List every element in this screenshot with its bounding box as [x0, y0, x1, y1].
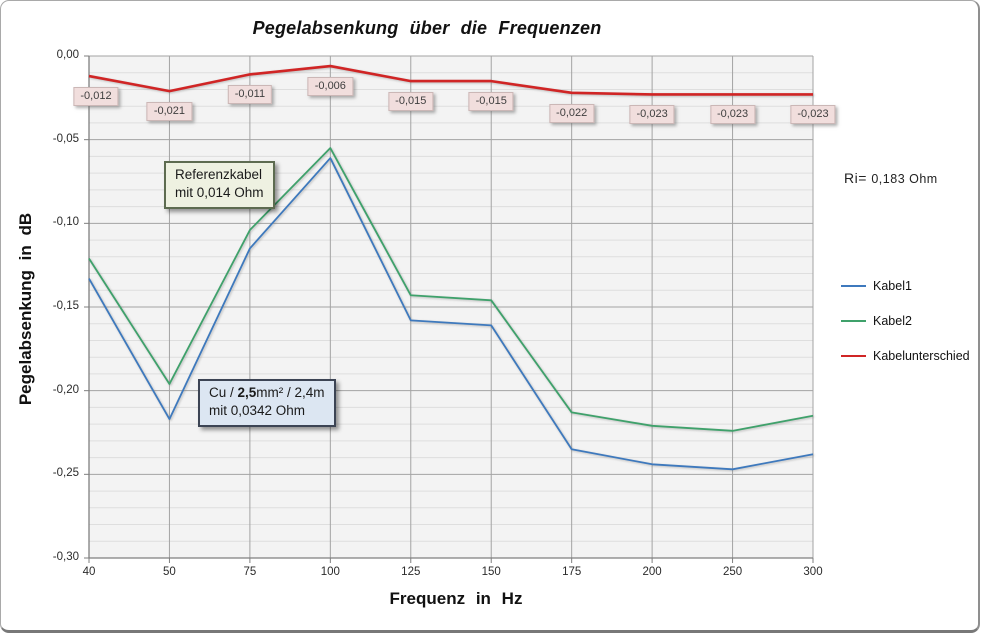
x-tick-label: 125 [401, 566, 421, 578]
x-tick-label: 200 [642, 566, 662, 578]
x-tick-label: 40 [82, 566, 96, 578]
x-tick-label: 300 [803, 566, 823, 578]
data-label: -0,015 [388, 92, 434, 112]
y-tick-label: -0,20 [52, 383, 79, 396]
x-tick-label: 50 [163, 566, 176, 578]
annotation-referenzkabel: Referenzkabel mit 0,014 Ohm [164, 161, 275, 209]
ri-prefix: Ri= [844, 170, 867, 186]
x-axis-title: Frequenz in Hz [389, 589, 523, 608]
y-tick-label: 0,00 [56, 49, 79, 61]
annotation-line: mit 0,0342 Ohm [209, 403, 306, 418]
legend-label: Kabelunterschied [873, 349, 970, 363]
legend: Kabel1 Kabel2 Kabelunterschied [841, 278, 970, 383]
y-tick-label: -0,10 [52, 216, 79, 229]
annotation-cu-kabel: Cu / 2,5mm² / 2,4m mit 0,0342 Ohm [198, 379, 336, 427]
data-label: -0,023 [709, 105, 756, 125]
legend-line-swatch [841, 355, 866, 357]
x-tick-label: 150 [481, 566, 501, 578]
y-tick-label: -0,15 [52, 300, 79, 312]
data-label: -0,015 [468, 92, 514, 112]
x-tick-label: 175 [562, 566, 582, 578]
y-tick-label: -0,25 [52, 467, 79, 480]
ri-value-label: Ri= 0,183 Ohm [844, 170, 938, 188]
chart-title: Pegelabsenkung über die Frequenzen [252, 18, 602, 38]
legend-line-swatch [841, 285, 866, 287]
data-label: -0,023 [629, 105, 675, 125]
y-tick-label: -0,30 [52, 551, 79, 563]
annotation-line: Referenzkabel [175, 167, 263, 182]
annotation-line: Cu / 2,5mm² / 2,4m [209, 385, 325, 400]
annotation-line: mit 0,014 Ohm [175, 185, 264, 200]
data-label: -0,023 [790, 105, 836, 125]
legend-item-kabel2: Kabel2 [841, 313, 970, 329]
legend-label: Kabel2 [873, 314, 912, 328]
x-tick-label: 250 [722, 566, 743, 578]
y-tick-label: -0,05 [52, 132, 79, 145]
data-label: -0,022 [549, 103, 595, 123]
legend-label: Kabel1 [873, 279, 912, 293]
data-label: -0,011 [227, 85, 273, 105]
legend-item-kabel1: Kabel1 [841, 278, 970, 294]
x-tick-label: 75 [243, 566, 257, 578]
data-label: -0,021 [146, 102, 193, 122]
ri-value: 0,183 Ohm [871, 172, 938, 186]
legend-line-swatch [841, 320, 866, 322]
data-label: -0,006 [307, 77, 353, 97]
legend-item-kabelunterschied: Kabelunterschied [841, 348, 970, 364]
x-tick-label: 100 [320, 566, 340, 578]
data-label: -0,012 [73, 87, 119, 107]
